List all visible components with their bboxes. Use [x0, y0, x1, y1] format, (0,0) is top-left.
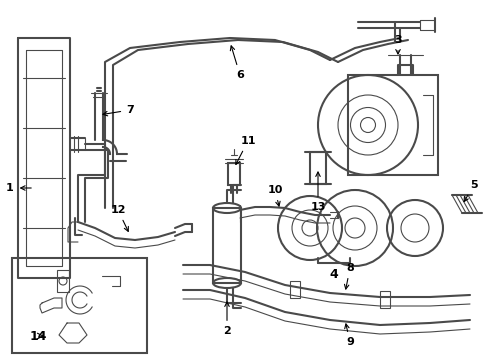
Text: 4: 4 [329, 269, 338, 282]
Text: 10: 10 [267, 185, 282, 206]
Bar [309, 152, 325, 184]
Bar [227, 163, 240, 185]
Text: 3: 3 [393, 35, 401, 54]
Text: 14: 14 [30, 329, 47, 342]
Bar [379, 291, 389, 308]
Text: 12: 12 [110, 205, 128, 231]
Text: 2: 2 [223, 302, 230, 336]
Text: 6: 6 [230, 46, 244, 80]
Text: 11: 11 [235, 136, 255, 165]
Bar [12, 258, 147, 353]
Text: 7: 7 [103, 105, 134, 116]
Text: 5: 5 [463, 180, 477, 202]
Bar [289, 281, 299, 298]
Text: 13: 13 [310, 172, 325, 212]
Text: 9: 9 [344, 324, 353, 347]
Bar [213, 208, 241, 283]
Bar [347, 75, 437, 175]
Text: 1: 1 [6, 183, 31, 193]
Text: 8: 8 [344, 263, 353, 289]
Bar [57, 270, 69, 292]
